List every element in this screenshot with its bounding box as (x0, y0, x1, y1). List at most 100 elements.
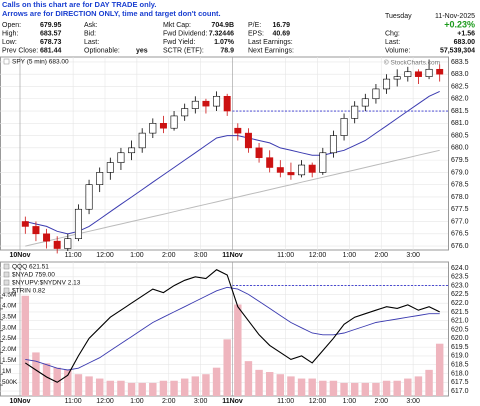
candle-body (191, 100, 199, 109)
candle-body (85, 184, 93, 210)
stat-value: 57,539,304 (440, 47, 475, 54)
candle-body (117, 152, 125, 163)
volume-bar (223, 339, 231, 396)
volume-bar (350, 382, 359, 396)
stat-value: +1.56 (457, 30, 475, 37)
y2-tick-label: 500K (2, 379, 18, 386)
y-tick-label: 619.0 (451, 353, 469, 360)
candle-body (106, 162, 114, 173)
volume-bar (361, 382, 370, 396)
field-label: Next Earnings: (248, 47, 294, 54)
candle-body (128, 147, 136, 154)
volume-bar (21, 295, 30, 396)
volume-bar (191, 376, 200, 396)
stat-label: Chg: (385, 30, 400, 37)
field-label: Open: (2, 22, 21, 29)
change-pct: +0.23% (444, 19, 475, 29)
volume-bar (85, 376, 93, 396)
field-value: 679.95 (40, 22, 62, 29)
field-value: 683.57 (40, 30, 62, 37)
field-label: High: (2, 30, 18, 37)
field-value: 40.69 (272, 30, 290, 37)
stat-value: 683.00 (454, 39, 476, 46)
candle-body (414, 71, 422, 77)
x-tick-label: 1:00 (343, 252, 357, 259)
y-tick-label: 623.5 (451, 274, 469, 281)
y2-tick-label: 4.0M (2, 303, 16, 310)
volume-bar (329, 380, 338, 396)
candle-body (383, 78, 391, 90)
y-tick-label: 681.0 (451, 120, 469, 127)
x-tick-label: 12:00 (309, 398, 327, 405)
x-tick-label: 11:00 (65, 398, 82, 405)
candle-body (53, 240, 61, 249)
volume-bar (212, 367, 221, 396)
x-tick-label: 2:00 (374, 398, 388, 405)
volume-bar (149, 382, 157, 396)
candle-body (149, 122, 157, 134)
candle-body (213, 95, 221, 107)
stat-label: Volume: (385, 47, 410, 54)
y-tick-label: 677.0 (451, 218, 469, 225)
y-tick-label: 676.5 (451, 231, 469, 238)
candle-body (425, 68, 433, 77)
y-tick-label: 619.5 (451, 344, 469, 351)
candle-body (223, 95, 231, 112)
volume-bar (255, 369, 263, 396)
series-line (24, 269, 440, 383)
volume-bar (276, 374, 285, 396)
x-tick-label: 1:00 (343, 398, 357, 405)
candle-body (436, 68, 444, 75)
y-tick-label: 678.5 (451, 182, 469, 189)
field-label: Bid: (84, 30, 96, 37)
volume-bar (244, 361, 253, 396)
y-tick-label: 679.5 (451, 157, 469, 164)
volume-bar (127, 382, 136, 396)
legend-swatch (3, 271, 10, 278)
x-tick-label: 11Nov (222, 252, 243, 259)
candle-body (234, 127, 242, 134)
note-text: Arrows are for DIRECTION ONLY, time and … (2, 9, 221, 18)
y-tick-label: 621.5 (451, 309, 469, 316)
volume-bar (159, 380, 168, 396)
candle-body (404, 71, 412, 77)
y-tick-label: 681.5 (451, 108, 469, 115)
field-label: Fwd Yield: (163, 39, 195, 46)
legend-swatch (3, 58, 10, 65)
candle-body (393, 76, 401, 80)
field-label: Optionable: (84, 47, 120, 54)
volume-bar (180, 378, 189, 396)
candle-body (372, 88, 380, 100)
x-tick-label: 11:00 (277, 252, 294, 259)
volume-bar (234, 304, 242, 396)
candle-body (21, 221, 29, 227)
field-label: Ask: (84, 22, 98, 29)
volume-bar (414, 376, 423, 396)
candle-body (74, 208, 82, 240)
y-tick-label: 617.0 (451, 388, 469, 395)
candle-body (308, 164, 316, 173)
candle-body (287, 172, 295, 176)
volume-bar (42, 363, 51, 396)
candle-body (340, 118, 348, 136)
legend-text: SPY (5 min) 683.00 (12, 59, 69, 66)
x-tick-label: 2:00 (162, 252, 176, 259)
date: 11-Nov-2025 (435, 13, 475, 20)
x-tick-label: 3:00 (194, 398, 208, 405)
candle-body (96, 172, 104, 185)
y-tick-label: 620.5 (451, 326, 469, 333)
y-tick-label: 683.0 (451, 71, 469, 78)
field-label: Last Earnings: (248, 39, 293, 46)
candle-body (64, 238, 72, 249)
y-tick-label: 624.0 (451, 265, 469, 272)
legend-swatch (3, 287, 10, 294)
y2-tick-label: 3.0M (2, 324, 16, 331)
y2-tick-label: 3.5M (2, 313, 16, 320)
x-tick-label: 11Nov (222, 398, 243, 405)
y-tick-label: 618.0 (451, 370, 469, 377)
x-tick-label: 2:00 (162, 398, 176, 405)
legend-text: $NYUPV:$NYDNV 2.13 (12, 280, 81, 287)
y-tick-label: 622.0 (451, 300, 469, 307)
y-tick-label: 623.0 (451, 282, 469, 289)
y-tick-label: 678.0 (451, 194, 469, 201)
